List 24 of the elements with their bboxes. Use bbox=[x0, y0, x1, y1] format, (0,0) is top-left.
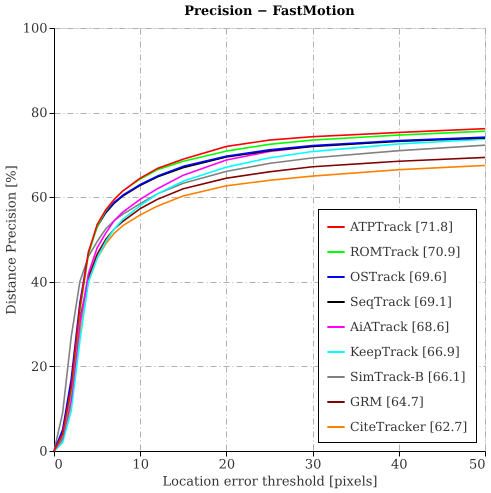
legend-label: ROMTrack [70.9] bbox=[350, 244, 460, 259]
y-tick-label: 20 bbox=[30, 360, 48, 375]
y-axis-title: Distance Precision [%] bbox=[4, 165, 20, 315]
x-axis-title: Location error threshold [pixels] bbox=[162, 474, 378, 490]
x-tick-label: 40 bbox=[391, 458, 408, 472]
legend-label: OSTrack [69.6] bbox=[350, 269, 447, 284]
legend-label: GRM [64.7] bbox=[350, 394, 424, 409]
x-tick-label: 20 bbox=[218, 458, 236, 472]
legend-label: SeqTrack [69.1] bbox=[350, 294, 452, 309]
y-tick-label: 100 bbox=[22, 22, 48, 36]
x-tick-label: 0 bbox=[54, 458, 63, 472]
y-tick-label: 0 bbox=[39, 444, 48, 460]
x-tick-label: 30 bbox=[304, 458, 322, 472]
legend-label: SimTrack-B [66.1] bbox=[350, 369, 466, 384]
y-tick-label: 60 bbox=[30, 190, 48, 206]
y-tick-label: 40 bbox=[30, 275, 48, 290]
legend-label: AiATrack [68.6] bbox=[349, 319, 450, 334]
chart-title: Precision − FastMotion bbox=[184, 4, 356, 19]
legend-label: KeepTrack [66.9] bbox=[350, 344, 460, 359]
legend-label: ATPTrack [71.8] bbox=[349, 219, 453, 234]
y-tick-label: 80 bbox=[30, 106, 48, 122]
x-tick-label: 50 bbox=[468, 458, 486, 472]
x-tick-label: 10 bbox=[132, 458, 149, 472]
legend-label: CiteTracker [62.7] bbox=[350, 419, 468, 434]
